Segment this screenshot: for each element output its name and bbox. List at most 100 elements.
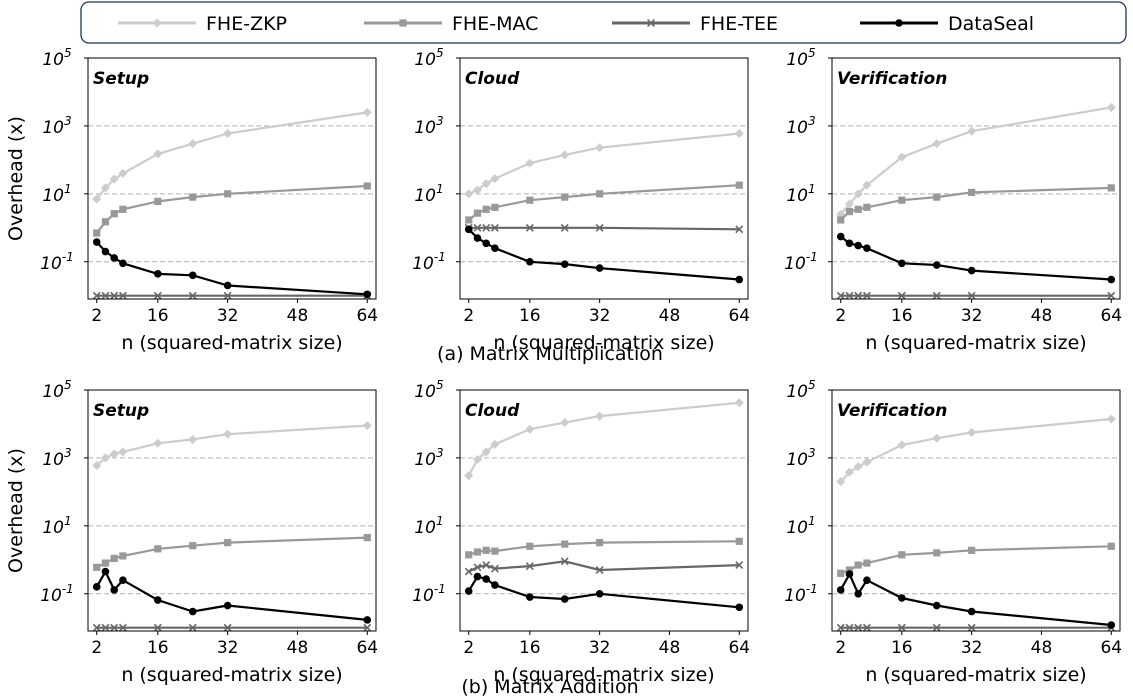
- data-point: [560, 418, 570, 428]
- data-point: [188, 623, 197, 632]
- data-point: [967, 623, 976, 632]
- data-point: [854, 589, 862, 598]
- panel-a-matrix-multiplication-setup: 10-1 101 103 105 2 16 32 48 64 Setup n (squared-ma…: [5, 46, 378, 354]
- data-point: [482, 575, 490, 583]
- data-point: [473, 234, 482, 242]
- data-point: [932, 433, 942, 443]
- data-point: [119, 259, 127, 268]
- y-tick-label: 103: [414, 446, 443, 470]
- data-point: [898, 594, 906, 602]
- series-fhe-mac: [93, 182, 371, 237]
- data-point: [188, 291, 197, 300]
- series-line: [468, 560, 740, 573]
- data-point: [363, 290, 372, 299]
- data-point: [93, 229, 101, 237]
- series-fhe-zkp: [836, 102, 1116, 219]
- data-point: [967, 291, 976, 300]
- data-point: [734, 398, 744, 408]
- y-tick-label: 103: [42, 446, 71, 470]
- data-point: [836, 477, 846, 487]
- data-point: [93, 563, 101, 571]
- x-tick-label: 16: [147, 638, 169, 658]
- series-line: [95, 241, 368, 296]
- data-point: [482, 239, 490, 248]
- data-point: [491, 547, 499, 555]
- data-point: [595, 143, 605, 153]
- data-point: [363, 623, 372, 632]
- y-tick-label: 103: [42, 114, 71, 138]
- series-dataseal: [836, 570, 1116, 629]
- data-point: [561, 193, 569, 201]
- x-tick-label: 2: [91, 638, 102, 658]
- x-tick-label: 16: [147, 306, 169, 326]
- y-tick-label: 10-1: [412, 582, 446, 606]
- data-point: [560, 223, 569, 232]
- data-point: [472, 454, 482, 464]
- data-point: [525, 223, 534, 232]
- data-point: [898, 259, 906, 268]
- data-point: [482, 223, 491, 232]
- x-tick-label: 2: [463, 306, 474, 326]
- data-point: [465, 216, 473, 224]
- x-tick-label: 2: [835, 638, 846, 658]
- series-fhe-zkp: [92, 107, 372, 204]
- data-point: [119, 205, 127, 213]
- data-point: [464, 225, 473, 234]
- series-dataseal: [92, 567, 372, 624]
- y-tick-label: 101: [42, 514, 71, 538]
- series-fhe-tee: [836, 291, 1116, 300]
- data-point: [118, 623, 127, 632]
- x-tick-label: 64: [356, 638, 378, 658]
- data-point: [118, 168, 128, 178]
- data-point: [862, 291, 871, 300]
- data-point: [153, 438, 163, 448]
- x-tick-label: 32: [961, 638, 983, 658]
- data-point: [464, 471, 474, 481]
- plot-frame: [459, 57, 749, 300]
- data-point: [490, 439, 500, 449]
- series-fhe-mac: [93, 534, 371, 571]
- panel-b-matrix-addition-cloud: 10-1 101 103 105 2 16 32 48 64 Cloud n (squared-ma…: [412, 378, 750, 686]
- series-line: [840, 235, 1112, 281]
- panels: 10-1 101 103 105 2 16 32 48 64 Setup n (squared-ma…: [5, 46, 1122, 686]
- x-tick-label: 64: [728, 638, 750, 658]
- data-point: [845, 291, 854, 300]
- x-axis-label: n (squared-matrix size): [493, 332, 714, 354]
- data-point: [968, 546, 976, 554]
- data-point: [595, 589, 604, 598]
- data-point: [967, 126, 977, 136]
- legend-label: FHE-ZKP: [206, 13, 287, 35]
- caption-b: (b) Matrix Addition: [461, 676, 638, 698]
- data-point: [189, 542, 197, 550]
- data-point: [595, 223, 604, 232]
- data-point: [92, 460, 102, 470]
- data-point: [101, 291, 110, 300]
- data-point: [897, 623, 906, 632]
- data-point: [153, 291, 162, 300]
- data-point: [735, 225, 744, 234]
- data-point: [897, 440, 907, 450]
- data-point: [735, 181, 743, 189]
- data-point: [525, 424, 535, 434]
- series-line: [839, 572, 1112, 627]
- data-point: [863, 203, 871, 211]
- data-point: [188, 139, 198, 149]
- data-point: [836, 291, 845, 300]
- legend-entry-fhe-zkp: FHE-ZKP: [118, 13, 287, 35]
- y-tick-label: 105: [786, 378, 815, 402]
- y-tick-label: 101: [786, 182, 815, 206]
- data-point: [526, 542, 534, 550]
- data-point: [490, 174, 500, 184]
- series-line: [839, 417, 1112, 483]
- data-point: [473, 209, 482, 217]
- data-point: [363, 182, 371, 190]
- data-point: [154, 270, 162, 278]
- data-point: [100, 183, 110, 193]
- y-axis-label: Overhead (x): [5, 448, 27, 573]
- legend-frame: [80, 1, 1127, 44]
- y-tick-label: 101: [414, 182, 443, 206]
- series-fhe-tee: [92, 291, 372, 300]
- data-point: [863, 244, 871, 253]
- data-point: [118, 447, 128, 457]
